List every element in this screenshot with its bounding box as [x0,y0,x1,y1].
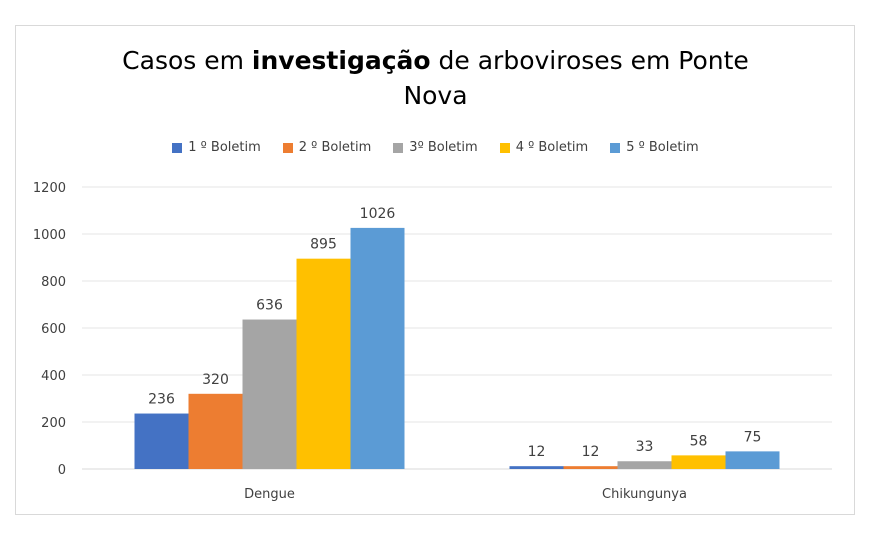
bar [242,319,297,469]
chart-title-line-1: Casos em investigação de arboviroses em … [0,43,871,78]
chart-title-line-2: Nova [403,81,468,110]
legend-item: 5 º Boletim [610,140,699,155]
bar [296,258,351,469]
legend-swatch [282,142,293,153]
y-tick-label: 0 [58,463,66,478]
data-label: 33 [636,439,654,455]
data-label: 236 [148,392,175,408]
legend-item: 1 º Boletim [172,140,261,155]
bar [725,451,780,469]
title-part-bold: investigação [251,46,431,75]
legend-label: 5 º Boletim [626,140,699,155]
title-part-3: de arboviroses em Ponte [430,46,749,75]
data-label: 75 [744,429,762,445]
legend-label: 2 º Boletim [298,140,372,155]
legend-swatch [172,142,183,153]
bar [617,461,672,469]
legend-item: 2 º Boletim [282,140,372,155]
y-tick-label: 400 [41,369,66,384]
y-tick-label: 200 [41,416,66,431]
data-label: 1026 [360,206,396,222]
legend-label: 4 º Boletim [515,140,589,155]
data-label: 320 [202,372,229,388]
x-tick-label: Dengue [244,487,295,502]
y-tick-label: 1000 [33,228,66,243]
legend-swatch [610,142,621,153]
data-label: 12 [528,444,546,460]
bar [509,466,564,469]
legend-item: 3º Boletim [393,140,478,155]
legend-label: 1 º Boletim [188,140,261,155]
bar [134,413,189,469]
data-label: 58 [690,433,708,449]
y-tick-label: 600 [41,322,66,337]
data-label: 895 [310,237,337,253]
legend-label: 3º Boletim [409,140,478,155]
y-tick-label: 800 [41,275,66,290]
bar [188,393,243,469]
legend-swatch [499,142,510,153]
x-tick-label: Chikungunya [602,487,687,502]
legend-item: 4 º Boletim [499,140,589,155]
y-tick-label: 1200 [33,181,66,196]
chart-title: Casos em investigação de arboviroses em … [0,43,871,113]
chart-legend: 1 º Boletim 2 º Boletim 3º Boletim 4 º Bole… [0,140,871,155]
bar [671,455,726,469]
bar [350,227,405,469]
data-label: 636 [256,298,283,314]
legend-swatch [393,142,404,153]
title-part-1: Casos em [122,46,252,75]
data-label: 12 [582,444,600,460]
bar [563,466,618,469]
